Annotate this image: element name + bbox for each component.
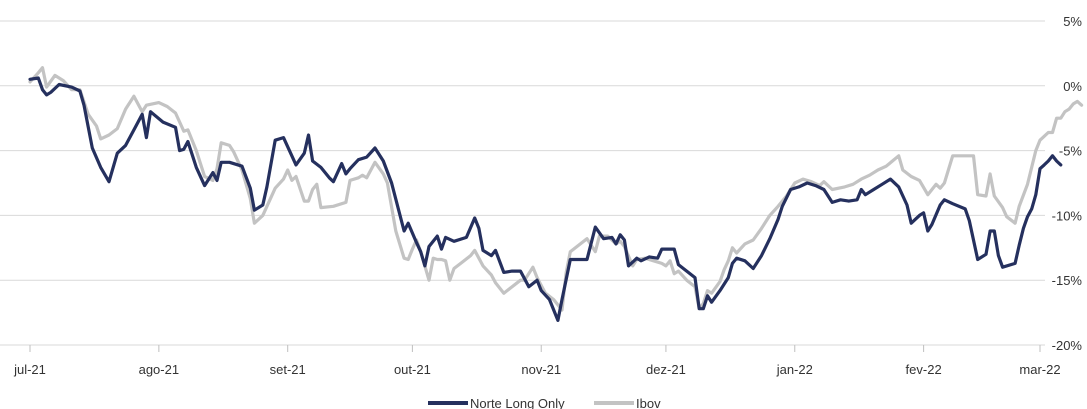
x-tick-label: fev-22: [906, 362, 942, 377]
x-tick-label: out-21: [394, 362, 431, 377]
y-tick-label: -10%: [1052, 208, 1083, 223]
y-tick-label: -15%: [1052, 273, 1083, 288]
y-tick-label: -5%: [1059, 144, 1083, 159]
y-tick-label: 0%: [1063, 79, 1082, 94]
x-tick-label: jul-21: [13, 362, 46, 377]
y-axis: 5% 0% -5% -10% -15% -20%: [1052, 14, 1083, 353]
x-tick-label: jan-22: [776, 362, 813, 377]
y-tick-label: -20%: [1052, 338, 1083, 353]
x-tick-label: mar-22: [1019, 362, 1060, 377]
series-line-norte-long-only: [28, 76, 1063, 322]
legend-label: Norte Long Only: [470, 396, 565, 409]
legend-label: Ibov: [636, 396, 661, 409]
y-tick-label: 5%: [1063, 14, 1082, 29]
legend: Norte Long Only Ibov: [428, 396, 661, 409]
x-axis: jul-21 ago-21 set-21 out-21 nov-21 dez-21 jan-…: [13, 345, 1061, 377]
series-line-ibov: [28, 66, 1084, 312]
x-tick-label: ago-21: [139, 362, 179, 377]
x-tick-label: set-21: [270, 362, 306, 377]
x-tick-label: dez-21: [646, 362, 686, 377]
gridlines: [0, 20, 1045, 346]
x-tick-label: nov-21: [521, 362, 561, 377]
series-lines: [28, 66, 1084, 322]
